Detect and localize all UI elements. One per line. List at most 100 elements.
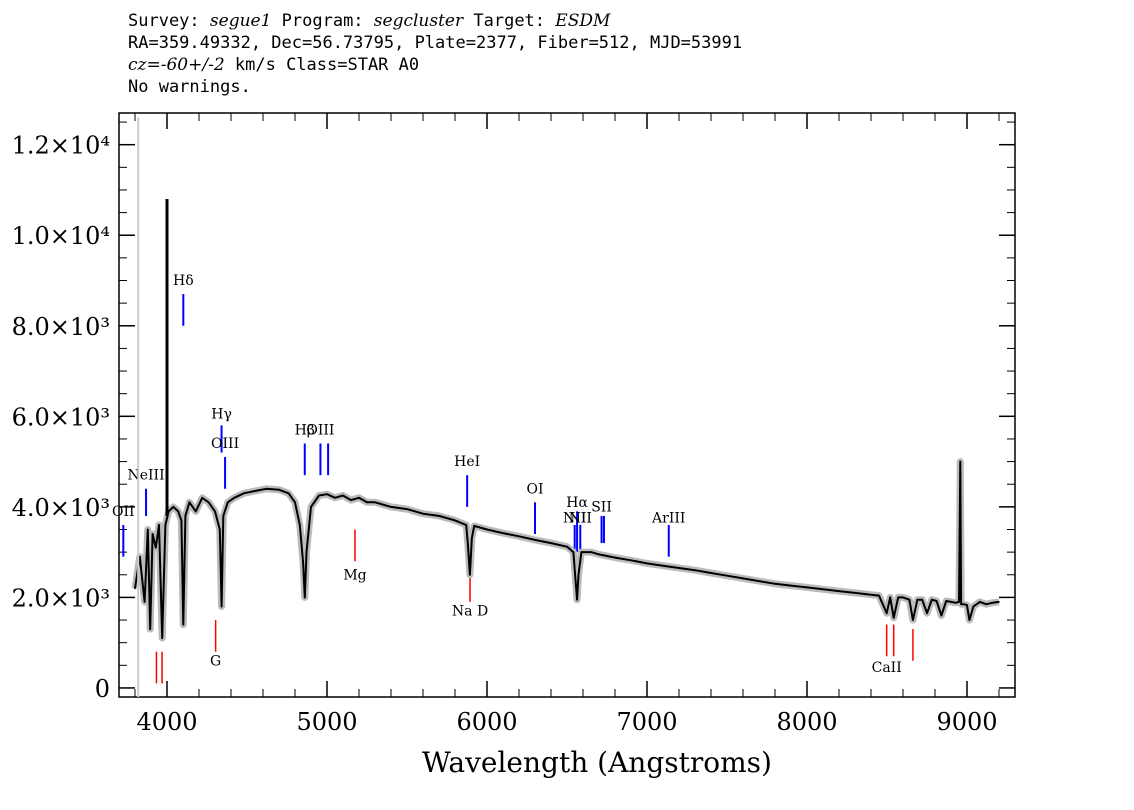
x-tick-label: 5000 [296,708,357,736]
flux-point [985,603,987,605]
plot-border [118,112,1016,698]
flux-point [164,524,167,526]
flux-point [326,493,328,495]
flux-point [572,551,575,553]
flux-point [931,598,933,601]
target-value: ESDM [555,11,611,31]
flux-point [184,515,187,517]
flux-point [390,506,392,508]
emission-line-label: ArIII [651,511,685,527]
flux-point [854,592,856,594]
flux-point [195,510,197,513]
emission-line-label: SII [591,499,612,515]
flux-point [710,572,712,574]
flux-point [222,515,225,517]
emission-line-label: OIII [306,422,334,438]
plot-frame [118,112,1016,698]
flux-point [945,600,947,602]
flux-point [422,512,424,515]
y-tick-label: 1.0×10⁴ [12,222,110,250]
flux-point [465,524,468,526]
flux-point [598,553,600,556]
flux-point [471,537,473,540]
flux-point [467,542,469,544]
class-value: km/s Class=STAR A0 [234,55,420,75]
flux-point [822,588,824,591]
y-tick-label: 6.0×10³ [12,403,110,431]
emission-line-label: OIII [211,436,239,452]
emission-line-label: Hδ [173,273,194,289]
flux-point [342,494,344,497]
emission-line-label: NeIII [127,468,164,484]
flux-point [219,528,221,531]
flux-point [158,524,160,526]
flux-point [265,487,268,490]
survey-value: segue1 [209,11,272,31]
flux-series [131,117,1000,697]
flux-point [790,584,792,587]
line-markers: NeIIIOIIHδHγOIIIHβOIIIHeIOINIIHαNIISIIAr… [112,273,914,684]
flux-point [662,564,664,567]
y-tick-label: 8.0×10³ [12,313,110,341]
flux-point [646,562,648,565]
flux-point [303,596,306,599]
flux-point [454,519,456,522]
flux-point [960,603,962,605]
emission-line-label: HeI [454,454,480,470]
flux-line [134,460,1000,640]
flux-point [147,528,149,531]
flux-point [534,539,536,541]
emission-line-label: OI [526,481,543,497]
flux-point [889,596,891,599]
header-line-3: cz=-60+/-2 km/s Class=STAR A0 [128,54,742,76]
flux-point [959,460,962,463]
target-label: Target: [473,11,546,31]
flux-point [358,497,360,499]
flux-point [155,546,157,549]
flux-point [518,535,520,538]
flux-point [502,532,504,534]
flux-point [576,598,578,601]
header-line-4: No warnings. [128,77,251,97]
flux-point [287,492,290,495]
x-axis: 4000 5000 6000 7000 8000 9000 [134,113,1000,736]
flux-point [885,612,888,615]
emission-line-label: NII [563,511,586,527]
flux-point [694,569,696,572]
flux-point [310,506,312,508]
y-tick-label: 0 [95,675,110,703]
flux-point [151,533,154,535]
flux-point [912,619,914,621]
flux-point [590,551,592,553]
flux-point [575,583,577,585]
spectrum-header: Survey: segue1 Program: segcluster Targe… [128,10,742,98]
x-tick-label: 7000 [616,708,677,736]
flux-point [374,501,376,504]
flux-point [139,555,141,558]
flux-point [955,602,957,604]
header-line-2: RA=359.49332, Dec=56.73795, Plate=2377, … [128,33,743,53]
flux-point [550,542,552,544]
header-line-1: Survey: segue1 Program: segcluster Targe… [128,10,742,32]
x-tick-label: 6000 [456,708,517,736]
flux-point [926,612,928,615]
flux-point [614,556,616,559]
flux-point [172,506,175,508]
flux-point [473,525,476,527]
absorption-line-label: CaII [872,660,902,676]
flux-point [134,587,136,590]
x-tick-label: 9000 [936,708,997,736]
flux-point [870,593,872,596]
flux-point [214,510,216,513]
flux-point [299,524,301,526]
flux-point [916,598,919,601]
emission-line-label: Hα [566,495,588,511]
flux-point [902,596,904,599]
absorption-line-label: G [210,653,221,669]
x-tick-label: 4000 [136,708,197,736]
flux-point [742,577,744,580]
flux-point [350,499,352,501]
flux-point [958,601,960,603]
flux-point [991,602,994,604]
